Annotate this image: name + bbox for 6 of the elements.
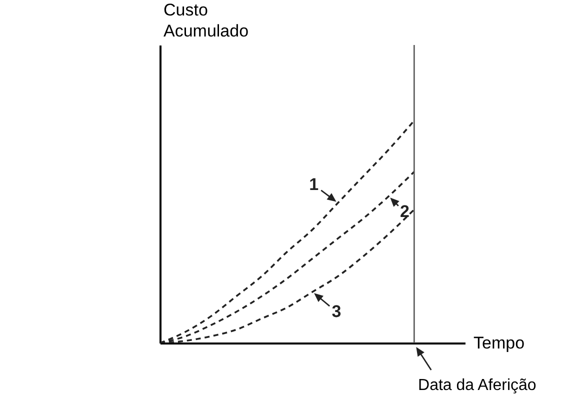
legend-label: 2 (400, 202, 410, 222)
text: Data da Aferição (418, 377, 536, 394)
legend-label: 3 (332, 302, 342, 321)
y-axis-title: Custo Acumulado (164, 0, 249, 40)
series-label: 1 (309, 174, 319, 194)
x-axis-title: Tempo (474, 334, 525, 352)
